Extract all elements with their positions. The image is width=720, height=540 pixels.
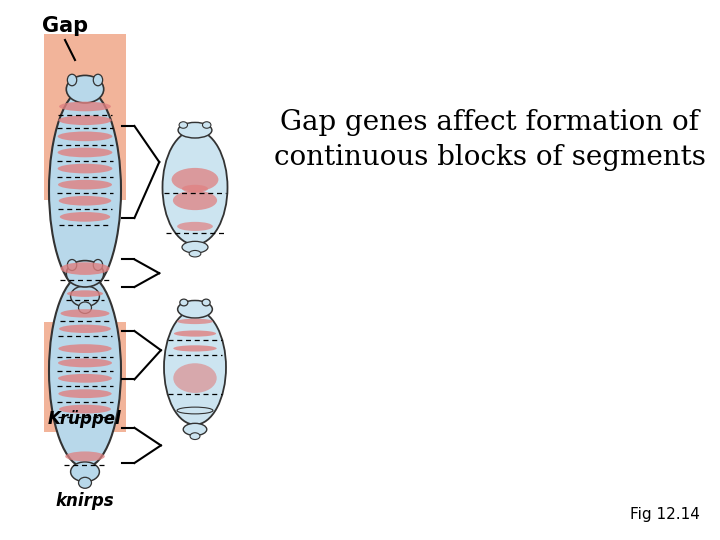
Ellipse shape — [58, 374, 112, 383]
Text: Gap: Gap — [42, 16, 88, 36]
Ellipse shape — [78, 477, 91, 488]
Ellipse shape — [58, 147, 112, 157]
Text: Gap genes affect formation of
continuous blocks of segments: Gap genes affect formation of continuous… — [274, 109, 706, 171]
Bar — [44, 34, 127, 200]
Ellipse shape — [66, 76, 104, 103]
Ellipse shape — [68, 260, 77, 271]
Ellipse shape — [190, 433, 200, 440]
Ellipse shape — [177, 407, 213, 414]
Ellipse shape — [177, 222, 213, 231]
Ellipse shape — [49, 274, 121, 468]
Ellipse shape — [58, 344, 112, 353]
Ellipse shape — [178, 123, 212, 138]
Ellipse shape — [60, 262, 109, 275]
Ellipse shape — [174, 345, 217, 352]
Ellipse shape — [71, 286, 99, 307]
Ellipse shape — [94, 74, 103, 86]
Ellipse shape — [66, 451, 105, 461]
Ellipse shape — [58, 359, 112, 367]
Text: knirps: knirps — [55, 492, 114, 510]
Ellipse shape — [183, 423, 207, 435]
Ellipse shape — [174, 330, 216, 336]
Ellipse shape — [58, 132, 112, 141]
Ellipse shape — [202, 122, 211, 128]
Ellipse shape — [68, 74, 77, 86]
Ellipse shape — [180, 299, 188, 306]
Ellipse shape — [58, 180, 112, 190]
Ellipse shape — [174, 363, 217, 393]
Ellipse shape — [78, 302, 91, 313]
Ellipse shape — [59, 102, 111, 111]
Ellipse shape — [163, 130, 228, 245]
Ellipse shape — [179, 122, 187, 128]
Ellipse shape — [182, 185, 208, 193]
Ellipse shape — [71, 462, 99, 482]
Text: Krüppel: Krüppel — [48, 410, 122, 428]
Ellipse shape — [59, 196, 112, 206]
Ellipse shape — [189, 251, 201, 257]
Bar — [44, 322, 127, 432]
Text: Fig 12.14: Fig 12.14 — [630, 507, 700, 522]
Ellipse shape — [60, 212, 110, 222]
Ellipse shape — [58, 116, 112, 125]
Ellipse shape — [202, 299, 210, 306]
Ellipse shape — [171, 168, 218, 191]
Ellipse shape — [164, 310, 226, 424]
Ellipse shape — [58, 164, 112, 173]
Ellipse shape — [94, 260, 103, 271]
Ellipse shape — [49, 89, 121, 292]
Ellipse shape — [177, 319, 213, 324]
Ellipse shape — [66, 261, 104, 287]
Ellipse shape — [178, 300, 212, 318]
Ellipse shape — [59, 325, 111, 333]
Ellipse shape — [173, 191, 217, 210]
Text: knirps: knirps — [85, 327, 99, 328]
Ellipse shape — [58, 389, 112, 398]
Ellipse shape — [67, 291, 103, 297]
Ellipse shape — [60, 309, 109, 318]
Ellipse shape — [59, 404, 111, 414]
Ellipse shape — [182, 241, 208, 253]
